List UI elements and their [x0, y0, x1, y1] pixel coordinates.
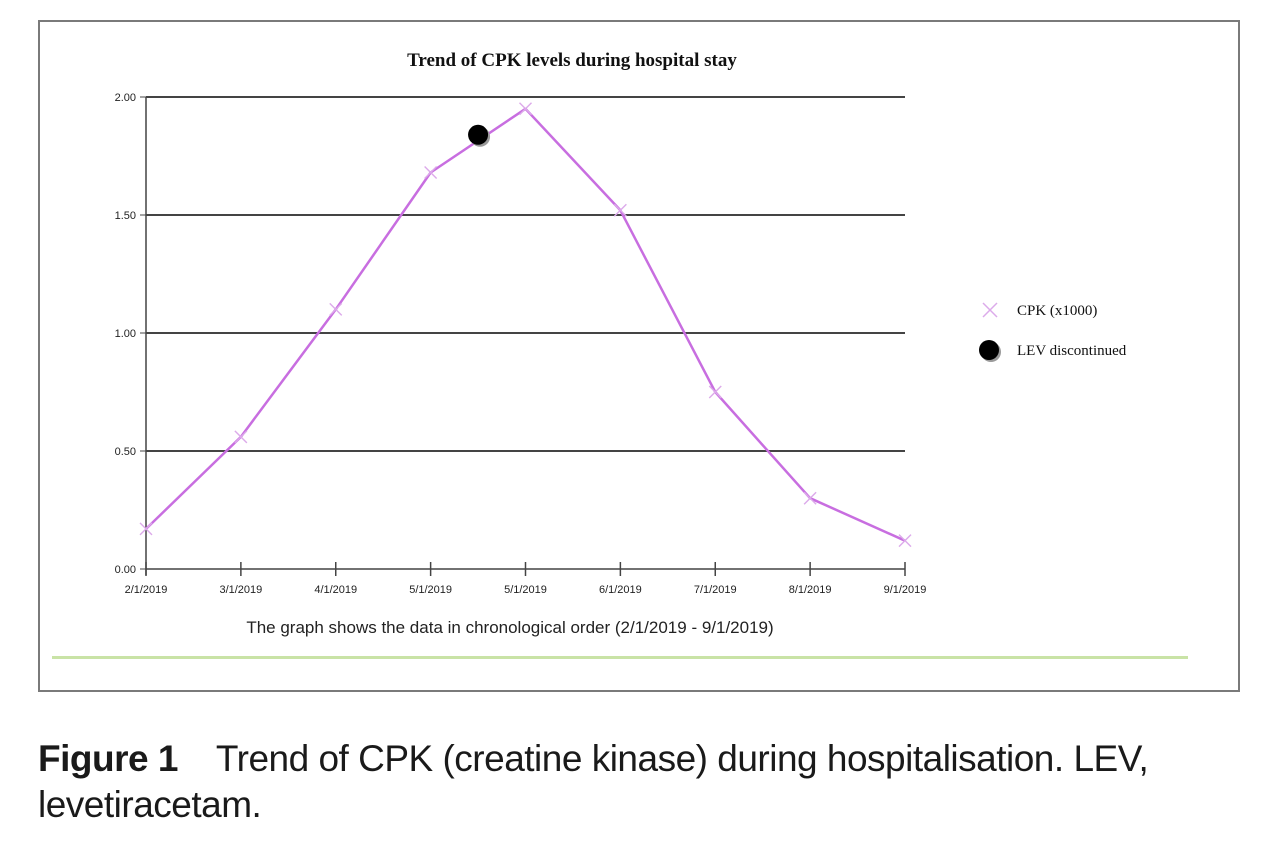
data-point-marker — [803, 491, 817, 505]
y-tick-labels: 0.00 0.50 1.00 1.50 2.00 — [115, 92, 136, 576]
annotation — [468, 124, 491, 147]
chart-title: Trend of CPK levels during hospital stay — [407, 50, 737, 71]
caption-text: Trend of CPK (creatine kinase) during ho… — [38, 738, 1149, 825]
caption-label: Figure 1 — [38, 738, 178, 779]
x-tick-label: 7/1/2019 — [694, 584, 737, 596]
figure-frame — [38, 20, 1240, 692]
series-line — [145, 107, 906, 542]
legend-cpk-marker — [982, 302, 998, 318]
x-tick-labels: 2/1/2019 3/1/2019 4/1/2019 5/1/2019 5/1/2019… — [125, 584, 927, 596]
lev-discontinued-point — [468, 124, 489, 145]
x-tick-label: 4/1/2019 — [314, 584, 357, 596]
y-tick-label: 0.00 — [115, 564, 136, 576]
data-point-marker — [139, 522, 153, 536]
chart: Trend of CPK levels during hospital stay… — [52, 50, 1188, 659]
x-tick-label: 6/1/2019 — [599, 584, 642, 596]
legend-label-cpk: CPK (x1000) — [1017, 303, 1097, 319]
axes — [140, 96, 906, 576]
chart-subtitle: The graph shows the data in chronologica… — [246, 618, 773, 637]
x-tick-label: 2/1/2019 — [125, 584, 168, 596]
data-point-marker — [519, 102, 532, 116]
figure-caption: Figure 1 Trend of CPK (creatine kinase) d… — [38, 736, 1238, 828]
grid — [146, 96, 905, 452]
legend-label-lev: LEV discontinued — [1017, 343, 1127, 359]
y-tick-label: 1.50 — [115, 210, 136, 222]
data-point-marker — [708, 385, 722, 399]
bottom-divider — [52, 656, 1188, 659]
x-tick-label: 5/1/2019 — [504, 584, 547, 596]
x-tick-label: 8/1/2019 — [789, 584, 832, 596]
data-point-marker — [898, 534, 912, 548]
y-tick-label: 1.00 — [115, 328, 136, 340]
legend: CPK (x1000) LEV discontinued — [979, 302, 1127, 362]
legend-lev-marker — [979, 340, 999, 360]
x-tick-label: 9/1/2019 — [884, 584, 927, 596]
data-point-marker — [234, 430, 248, 444]
x-tick-label: 5/1/2019 — [409, 584, 452, 596]
y-tick-label: 0.50 — [115, 446, 136, 458]
data-point-marker — [613, 203, 627, 217]
data-point-marker — [424, 166, 438, 180]
series — [139, 102, 912, 548]
data-point-marker — [329, 302, 343, 316]
x-tick-label: 3/1/2019 — [219, 584, 262, 596]
y-tick-label: 2.00 — [115, 92, 136, 104]
